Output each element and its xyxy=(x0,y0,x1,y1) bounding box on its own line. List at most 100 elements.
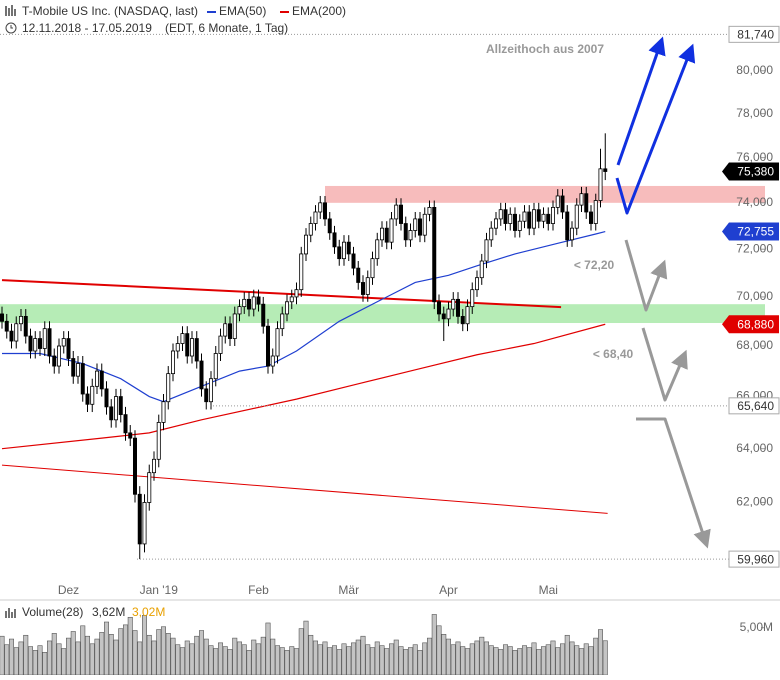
candle-body xyxy=(517,220,522,231)
volume-bar xyxy=(298,628,304,676)
clock-icon xyxy=(10,25,13,29)
candle-body xyxy=(570,227,575,241)
candle-body xyxy=(128,432,133,439)
candle-body xyxy=(337,246,342,260)
candle-body xyxy=(151,458,156,474)
candle-body xyxy=(489,227,494,241)
candle-body xyxy=(28,335,33,352)
candle-body xyxy=(294,289,299,298)
forecast-arrows xyxy=(615,36,711,549)
volume-bar xyxy=(403,649,409,676)
price-box xyxy=(722,162,779,181)
volume-bar xyxy=(374,641,380,676)
volume-bar xyxy=(27,646,33,676)
volume-bar xyxy=(360,635,366,676)
volume-bar xyxy=(203,638,209,676)
candle-body xyxy=(341,241,346,260)
volume-bar xyxy=(170,637,176,676)
price-box xyxy=(722,222,779,241)
volume-bar xyxy=(555,647,561,676)
volume-bar xyxy=(398,646,404,676)
volume-bar xyxy=(199,630,205,676)
candle-body xyxy=(389,218,394,243)
candle-body xyxy=(104,388,109,408)
blue-arrow xyxy=(615,43,696,215)
zone xyxy=(0,304,765,324)
candle-body xyxy=(303,234,308,255)
volume-bar xyxy=(161,626,167,676)
candle-body xyxy=(142,502,147,545)
price-box xyxy=(728,25,780,43)
candle-body xyxy=(170,350,175,375)
candle-body xyxy=(232,313,237,339)
candle-body xyxy=(470,289,475,308)
volume-bar xyxy=(407,647,413,676)
candle-body xyxy=(479,260,484,279)
volume-bar xyxy=(593,637,599,676)
candle-body xyxy=(413,218,418,231)
volume-bar xyxy=(559,643,565,676)
volume-bar xyxy=(308,634,314,676)
candle-body xyxy=(589,211,594,224)
candle-body xyxy=(313,211,318,224)
candle-body xyxy=(394,204,399,220)
candle-body xyxy=(598,168,603,201)
volume-bar xyxy=(137,641,143,676)
volume-tick-label: 5,00M xyxy=(740,620,773,634)
volume-bar xyxy=(498,649,504,676)
volume-bar xyxy=(474,640,480,676)
candle-body xyxy=(118,396,123,416)
volume-bar xyxy=(9,638,15,676)
volume-bar xyxy=(274,645,280,676)
volume-bar xyxy=(312,640,318,676)
volume-bar xyxy=(270,638,276,676)
volume-bar xyxy=(70,631,76,676)
candle-body xyxy=(417,218,422,236)
candle-body xyxy=(114,396,119,421)
candle-body xyxy=(446,308,451,320)
candle-body xyxy=(80,363,85,395)
price-label: 59,960 xyxy=(737,552,774,566)
volume-bar xyxy=(123,624,129,676)
legend-entry: EMA(200) xyxy=(292,4,346,18)
candle-body xyxy=(38,338,43,349)
volume-bar xyxy=(379,645,385,676)
candle-body xyxy=(565,211,570,241)
candle-body xyxy=(299,253,304,291)
candle-body xyxy=(33,338,38,352)
candle-body xyxy=(284,301,289,315)
price-label: 72,755 xyxy=(737,225,774,239)
volume-bar xyxy=(597,629,603,676)
candle-body xyxy=(527,211,532,229)
annotation: < 72,20 xyxy=(574,258,615,272)
volume-bar xyxy=(75,641,81,676)
volume-bar xyxy=(241,644,247,676)
volume-bar xyxy=(279,647,285,676)
volume-bar xyxy=(32,650,38,676)
candle-body xyxy=(256,296,261,305)
blue-arrow xyxy=(616,36,666,166)
volume-bar xyxy=(104,621,110,676)
volume-bar xyxy=(365,644,371,676)
price-label: 68,880 xyxy=(737,317,774,331)
candle-body xyxy=(23,315,28,337)
candle-body xyxy=(194,338,199,362)
volume-bar xyxy=(66,637,72,676)
candle-body xyxy=(208,378,213,403)
volume-bar xyxy=(336,649,342,676)
candle-body xyxy=(147,472,152,503)
volume-bar xyxy=(460,646,466,676)
volume-bar xyxy=(80,625,86,676)
price-label: 75,380 xyxy=(737,165,774,179)
candle-body xyxy=(346,241,351,255)
volume-bar xyxy=(189,643,195,676)
volume-bar xyxy=(284,650,290,676)
candle-body xyxy=(308,223,313,236)
candle-body xyxy=(484,239,489,262)
volume-bar xyxy=(564,634,570,676)
x-tick-label: Jan '19 xyxy=(140,583,179,597)
volume-bar xyxy=(455,641,461,676)
candle-body xyxy=(503,209,508,224)
candle-body xyxy=(532,209,537,229)
